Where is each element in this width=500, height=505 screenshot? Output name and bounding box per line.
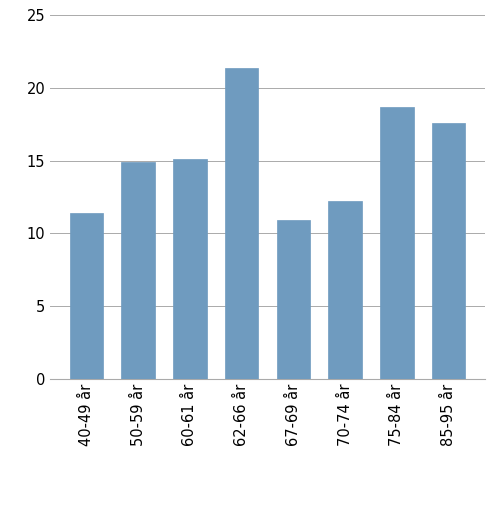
Bar [276, 220, 310, 379]
Bar [173, 159, 207, 379]
Bar [328, 201, 362, 379]
Bar [122, 162, 155, 379]
Bar [380, 107, 414, 379]
Bar [432, 123, 465, 379]
Bar [225, 68, 258, 379]
Bar [70, 213, 103, 379]
